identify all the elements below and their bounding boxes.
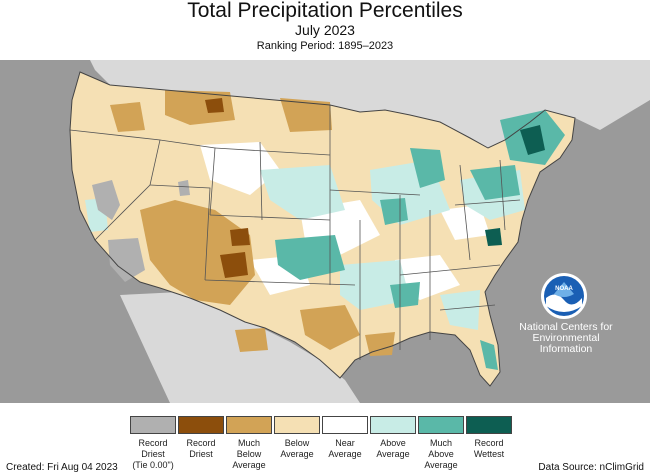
region-much-above xyxy=(470,165,520,200)
legend-label: Near Average xyxy=(328,438,362,459)
created-date: Created: Fri Aug 04 2023 xyxy=(6,462,118,473)
region-much-below xyxy=(140,200,255,305)
legend-swatch xyxy=(466,416,512,434)
region-above xyxy=(260,165,345,220)
ncei-line-2: Environmental xyxy=(532,332,600,344)
legend-item: Above Average xyxy=(368,416,418,460)
region-much-above xyxy=(275,235,345,280)
region-above xyxy=(340,260,410,310)
legend-item: Much Below Average xyxy=(224,416,274,471)
legend-item: Much Above Average xyxy=(416,416,466,471)
legend-item: Record Wettest xyxy=(464,416,514,460)
region-much-below xyxy=(300,305,360,350)
legend-label: Above Average xyxy=(376,438,410,459)
region-much-above xyxy=(480,340,498,370)
region-record-driest-tie xyxy=(178,180,190,196)
map-svg xyxy=(69,60,650,403)
legend-swatch xyxy=(418,416,464,434)
map-subtitle: July 2023 xyxy=(295,22,355,38)
ncei-line-3: Information xyxy=(539,343,593,355)
legend-swatch xyxy=(130,416,176,434)
legend-label: Record Wettest xyxy=(473,438,505,459)
noaa-logo-icon: NOAA xyxy=(541,273,587,319)
region-record-driest xyxy=(230,228,250,246)
region-record-wettest xyxy=(485,228,502,246)
region-much-above xyxy=(410,148,445,188)
legend: Record Driest (Tie 0.00") Record Driest Mu… xyxy=(128,416,518,472)
legend-label: Below Average xyxy=(280,438,314,459)
ncei-label: National Centers for Environmental Infor… xyxy=(508,322,624,355)
region-record-driest-tie xyxy=(92,180,120,220)
region-much-below xyxy=(280,98,332,132)
legend-swatch xyxy=(322,416,368,434)
legend-swatch xyxy=(178,416,224,434)
region-much-below xyxy=(110,102,145,132)
region-much-below xyxy=(365,332,395,356)
legend-label: Record Driest xyxy=(186,438,216,459)
region-record-driest xyxy=(205,98,224,113)
region-record-driest-tie xyxy=(108,238,145,282)
region-near xyxy=(440,205,490,240)
ncei-line-1: National Centers for xyxy=(519,321,613,333)
region-much-above xyxy=(380,198,408,225)
legend-label: Much Below Average xyxy=(232,438,266,470)
legend-item: Record Driest xyxy=(176,416,226,460)
legend-label: Much Above Average xyxy=(424,438,458,470)
ranking-period: Ranking Period: 1895–2023 xyxy=(256,40,394,52)
legend-swatch xyxy=(226,416,272,434)
region-above xyxy=(440,290,480,330)
noaa-logo-text: NOAA xyxy=(555,286,573,292)
region-record-wettest xyxy=(520,125,545,155)
legend-label: Record Driest (Tie 0.00") xyxy=(132,438,174,470)
region-record-driest xyxy=(220,252,248,278)
state-boundaries xyxy=(69,105,521,360)
data-source: Data Source: nClimGrid xyxy=(538,462,644,473)
region-much-below xyxy=(235,328,268,352)
region-much-above xyxy=(390,282,420,308)
legend-item: Below Average xyxy=(272,416,322,460)
legend-swatch xyxy=(274,416,320,434)
map-title: Total Precipitation Percentiles xyxy=(187,0,463,22)
us-outline xyxy=(69,71,576,387)
legend-item: Record Driest (Tie 0.00") xyxy=(128,416,178,471)
legend-swatch xyxy=(370,416,416,434)
precipitation-map xyxy=(0,60,650,403)
legend-item: Near Average xyxy=(320,416,370,460)
